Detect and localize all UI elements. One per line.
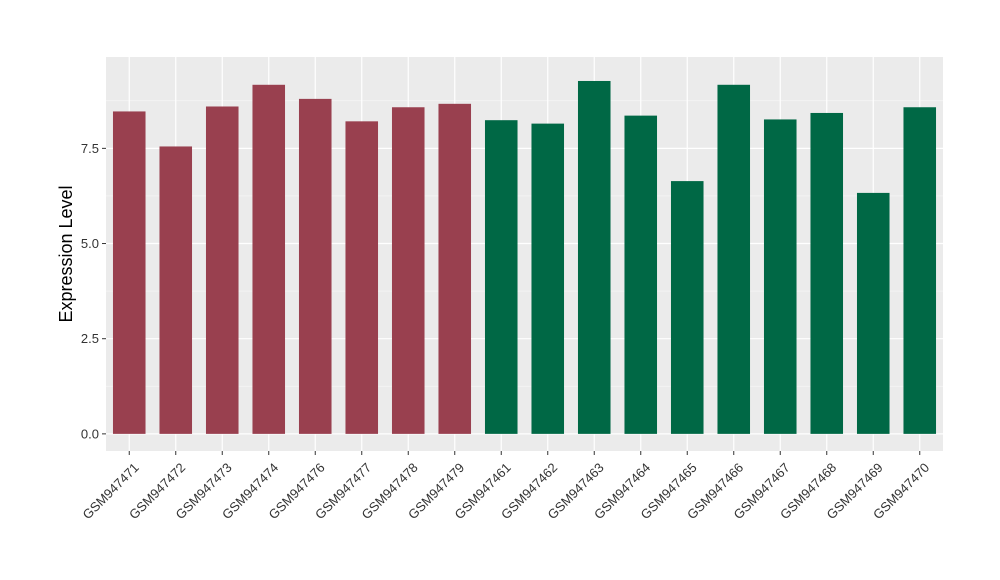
bar [345, 121, 379, 434]
bar [763, 119, 797, 434]
y-tick-label: 5.0 [81, 236, 99, 251]
bar [810, 112, 844, 434]
bar [717, 84, 751, 434]
bar [670, 181, 704, 434]
y-tick-label: 0.0 [81, 426, 99, 441]
bars-group [112, 80, 937, 434]
minor-gridlines [106, 100, 943, 387]
bar [624, 115, 658, 434]
bar [205, 106, 239, 434]
bar [531, 123, 565, 434]
plot-panel [106, 57, 943, 451]
bar [438, 103, 472, 434]
bar [903, 107, 937, 434]
bar [112, 111, 146, 434]
bar [252, 84, 286, 434]
bar [856, 192, 890, 434]
bar [577, 80, 611, 434]
y-tick-label: 2.5 [81, 331, 99, 346]
bar [484, 120, 518, 434]
y-axis: 0.0 2.5 5.0 7.5 [81, 141, 106, 441]
bar [391, 107, 425, 434]
bar [298, 98, 332, 434]
x-axis: GSM947471GSM947472GSM947473GSM947474GSM9… [80, 451, 932, 522]
y-tick-label: 7.5 [81, 141, 99, 156]
bar [159, 146, 193, 434]
y-axis-title: Expression Level [56, 185, 76, 322]
